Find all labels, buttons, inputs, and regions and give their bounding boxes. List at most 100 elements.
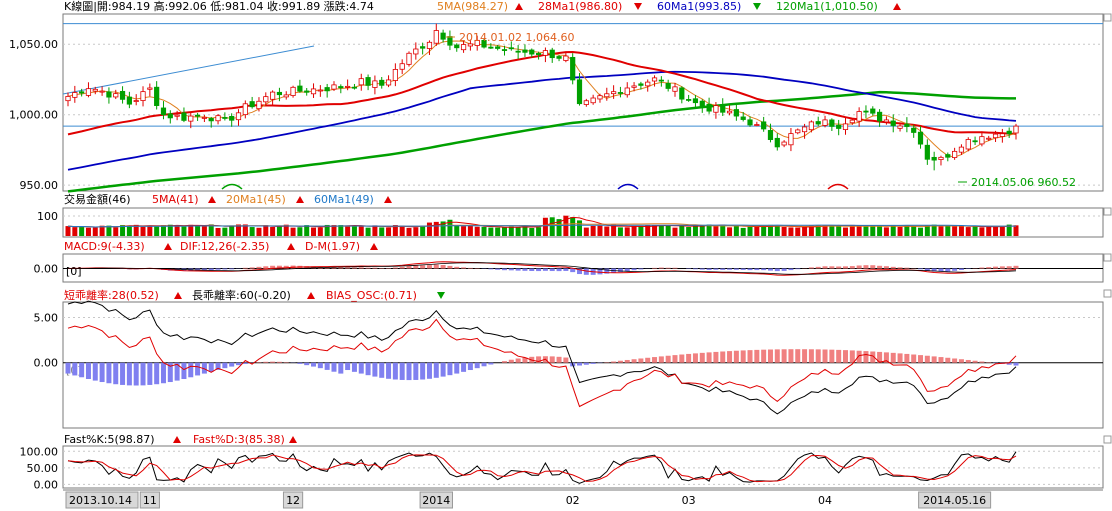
- volume-legend-ma60: 60Ma1(49): [314, 193, 374, 206]
- candle-body: [372, 80, 378, 88]
- candle-body: [413, 48, 419, 55]
- kline-y-tick-label: 950.00: [20, 179, 59, 192]
- candle-body: [160, 107, 167, 116]
- macd-bar: [563, 268, 569, 271]
- bias-osc-bar: [911, 354, 917, 363]
- candle-body: [460, 44, 467, 51]
- bias-osc-bar: [536, 356, 542, 363]
- up-arrow-icon: [173, 436, 181, 443]
- candle-body: [883, 119, 890, 123]
- macd-bar: [508, 268, 514, 271]
- macd-bar: [420, 265, 426, 269]
- candle-body: [113, 93, 119, 98]
- volume-bar: [154, 225, 160, 236]
- bias-osc-bar: [979, 361, 985, 363]
- up-arrow-icon: [515, 3, 523, 10]
- macd-bar: [767, 268, 773, 271]
- macd-bar: [658, 267, 664, 269]
- volume-bar: [617, 227, 623, 236]
- kline-reference-lines: [63, 23, 1103, 127]
- high-annotation: 2014.01.02 1,064.60: [459, 31, 574, 44]
- volume-bar: [706, 224, 712, 236]
- volume-bar: [399, 225, 405, 236]
- candle-body: [999, 133, 1005, 137]
- bias-osc-bar: [842, 350, 848, 363]
- candle-body: [495, 46, 501, 49]
- volume-bar: [331, 225, 337, 236]
- volume-bar: [747, 226, 753, 236]
- panel-scroll-handles[interactable]: [1103, 13, 1112, 444]
- volume-bar: [133, 224, 139, 236]
- x-tick-box: [139, 491, 160, 509]
- macd-bar: [249, 267, 255, 269]
- volume-bar: [631, 226, 637, 236]
- macd-bar: [692, 268, 698, 270]
- volume-bar: [365, 227, 371, 236]
- candle-body: [904, 123, 910, 127]
- macd-lines: [67, 261, 1017, 276]
- volume-bar: [815, 225, 821, 236]
- volume-bar: [126, 225, 132, 236]
- bias-osc-bar: [747, 350, 753, 363]
- volume-legend-title: 交易金額(46): [64, 192, 131, 206]
- macd-bar: [392, 267, 398, 269]
- kline-panel: K線圖|開:984.19 高:992.06 低:981.04 收:991.89 …: [9, 0, 1103, 193]
- volume-bar: [849, 224, 855, 236]
- candle-body: [215, 115, 221, 122]
- bias-osc-bar: [406, 362, 412, 381]
- volume-bar: [679, 225, 685, 236]
- macd-bar: [986, 267, 992, 269]
- candle-body: [549, 49, 555, 59]
- volume-bar: [652, 225, 658, 236]
- kd-y-tick-label: 0.00: [34, 478, 59, 491]
- macd-bar: [740, 268, 746, 270]
- macd-bar: [781, 268, 787, 271]
- x-axis: 2013.10.14 11 12 2014 02 03 04 2014.05.16: [63, 489, 1103, 509]
- bias-legend-osc: BIAS_OSC:(0.71): [326, 289, 417, 302]
- macd-bar: [208, 268, 214, 271]
- volume-bar: [495, 227, 501, 236]
- volume-bar: [740, 227, 746, 236]
- bias-osc-bar: [147, 362, 153, 385]
- candle-body: [304, 90, 310, 93]
- bias-legend-short: 短乖離率:28(0.52): [64, 288, 159, 302]
- macd-bar: [495, 268, 501, 270]
- candle-body: [713, 105, 719, 113]
- volume-bar: [454, 226, 460, 236]
- candle-body: [474, 39, 480, 46]
- volume-bar: [208, 224, 214, 236]
- volume-bar: [945, 225, 951, 236]
- volume-bar: [222, 227, 228, 236]
- bias-osc-bar: [774, 349, 780, 363]
- volume-bar: [931, 224, 937, 236]
- up-arrow-icon: [296, 196, 304, 203]
- macd-bar: [822, 266, 828, 269]
- macd-bar: [815, 266, 821, 269]
- macd-bar: [529, 268, 535, 271]
- macd-bar: [999, 266, 1005, 269]
- kd-lines: [67, 451, 1017, 484]
- candle-body: [338, 86, 344, 89]
- candle-body: [194, 114, 201, 117]
- bias-osc-bar: [386, 362, 392, 379]
- candle-body: [467, 43, 473, 47]
- candle-body: [638, 83, 644, 86]
- macd-bar: [890, 266, 896, 269]
- bias-osc-bar: [372, 362, 378, 377]
- up-arrow-icon: [287, 243, 295, 250]
- macd-legend-macd: MACD:9(-4.33): [64, 240, 145, 253]
- macd-bar: [652, 267, 658, 269]
- candle-body: [665, 83, 671, 89]
- candle-body: [986, 137, 992, 140]
- volume-bar: [79, 226, 85, 236]
- volume-bar: [692, 224, 698, 236]
- bias-osc-bar: [1006, 362, 1012, 365]
- volume-bar: [549, 217, 555, 236]
- volume-bar: [829, 225, 835, 236]
- candle-body: [672, 86, 678, 92]
- x-tick-box: [918, 491, 992, 509]
- bias-osc-bar: [727, 351, 733, 363]
- macd-bar: [604, 268, 610, 274]
- bias-short-series: [67, 318, 1017, 408]
- trendline: [62, 45, 315, 95]
